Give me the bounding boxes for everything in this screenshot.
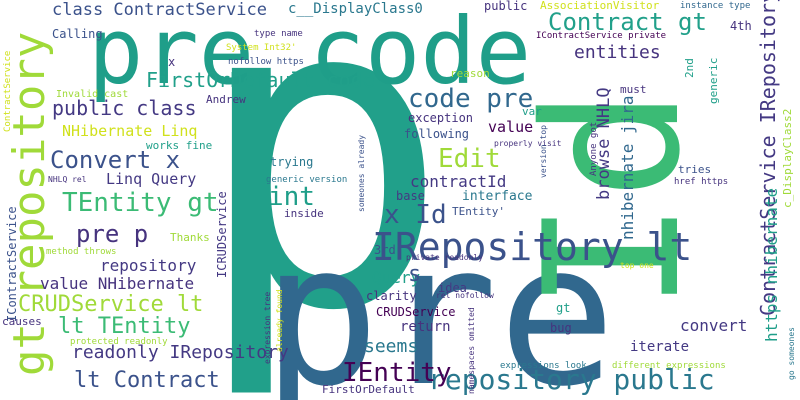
word-repository-public: repository public [428,363,715,396]
word-c-displayclass2: c_DisplayClass2 [781,108,794,208]
word-top-one: top one [620,261,654,270]
word-public: public [484,0,528,13]
word-interface: interface [462,189,533,204]
word-int: int [268,182,315,212]
word-ientity: IEntity [342,358,452,388]
word-p: p [192,0,451,400]
word-pre-code: pre code [88,0,532,105]
word-rel-nofollow: rel nofollow [436,291,494,300]
word-lt-contract: lt Contract [74,368,220,393]
word-tries: tries [678,163,712,176]
word-system-int32: System Int32' [226,43,297,53]
word-irepository-lt: IRepository lt [372,225,693,269]
word-tentity-gt: TEntity gt [62,188,219,218]
word-nhibernate-linq: NHibernate Linq [62,122,198,140]
word-reason: reason [450,67,490,80]
word-calling: Calling [52,27,103,41]
word-inside: inside [284,207,324,220]
word-icrudservice: ICRUDService [215,191,229,278]
word-expression-tree: expression tree [263,291,272,364]
word-namespaces-omitted: namespaces omitted [467,307,476,394]
word-contractid: contractId [410,172,507,191]
word-firstordefault: FirstOrDefault [322,383,415,396]
word-href-https: href https [674,177,729,187]
word-andrew: Andrew [206,93,246,106]
word-3rd: 3rd [374,243,396,257]
word-causes: causes [2,315,42,328]
word-private-readonly: private readonly [406,253,484,262]
word-type-name: type name [254,29,303,39]
word-class-contractservice: class ContractService [52,0,267,20]
word-nhlq-rel: NHLQ rel [48,175,87,184]
word-base: base [396,189,425,203]
word-expressions-look: expressions look [500,361,587,371]
word-nofollow-https: nofollow https [228,57,304,67]
word-nhibernate-jira: nhibernate jira [618,95,637,241]
word-value: value [488,118,534,136]
word-var: var [522,105,542,118]
word-invalid-cast: Invalid cast [56,89,129,100]
word-exception: exception [408,111,474,125]
word-query: Query [372,268,421,287]
word-s: s [408,262,422,287]
word-public-class: public class [52,96,197,120]
word-must: must [620,83,647,96]
word-pre-big: pre [262,202,617,400]
word-firstordefault-code: FirstOrDefault code [146,68,375,92]
word-following: following [404,127,470,141]
word-icontractservice-private: IContractService private [536,31,667,41]
word-convert: convert [680,316,748,335]
word-anyone-got: Anyone got [589,121,599,176]
word-edit: Edit [438,144,501,174]
word-version-top: version top [539,125,548,178]
word-generic-version: generic version [266,175,348,185]
word-x: x [168,55,176,69]
word-protected-readonly: protected readonly [70,337,168,347]
word-return: return [400,319,451,335]
word-go-someones: go someones [787,327,796,380]
word-contractservice: ContractService [3,50,13,132]
word-contract-gt: Contract gt [548,8,707,36]
word-associationvisitor: AssociationVisitor [540,0,660,12]
word-value-nhibernate: value NHibernate [40,274,195,293]
word-works-fine: works fine [146,139,213,152]
word-different-expressions: different expressions [612,361,726,371]
word-2nd: 2nd [683,58,696,78]
word-thanks: Thanks [170,231,210,244]
word-bug: bug [550,321,572,335]
word-entities: entities [574,42,661,63]
word-crudservice-lt: CRUDService lt [18,292,204,317]
word-properly-visit: properly visit [494,139,562,148]
word-already-found: already found [275,289,284,352]
word-method-throws: method throws [46,247,117,257]
word-x-id: x Id [384,200,447,230]
word-repository: repository [100,256,197,275]
word-someones-already: someones already [357,134,366,212]
word-code-pre: code pre [408,84,534,114]
word-idea: idea [438,281,467,295]
word-linq-query: Linq Query [106,170,197,188]
word-icontractservice: IContractService [5,206,19,322]
word-pre-p: pre p [76,220,149,248]
word-readonly-irepository: readonly IRepository [72,342,289,363]
word-4th: 4th [730,19,752,33]
word-convert-x: Convert x [50,146,181,174]
word-seems: seems [364,336,419,357]
word-generic: generic [707,57,720,104]
word-https-nhibernate: https nhibernate [762,187,781,342]
word-gt: gt [556,301,571,315]
word-instance-type: instance type [680,1,751,11]
word-tentity-quote: TEntity' [452,205,505,218]
word-lt-tentity: lt TEntity [58,314,191,339]
word-c-displayclass0: c__DisplayClass0 [288,1,423,17]
word-clarity: clarity [366,289,417,303]
word-crudservice: CRUDService [376,305,456,319]
word-iterate: iterate [630,339,690,355]
word-trying: trying [270,155,314,169]
